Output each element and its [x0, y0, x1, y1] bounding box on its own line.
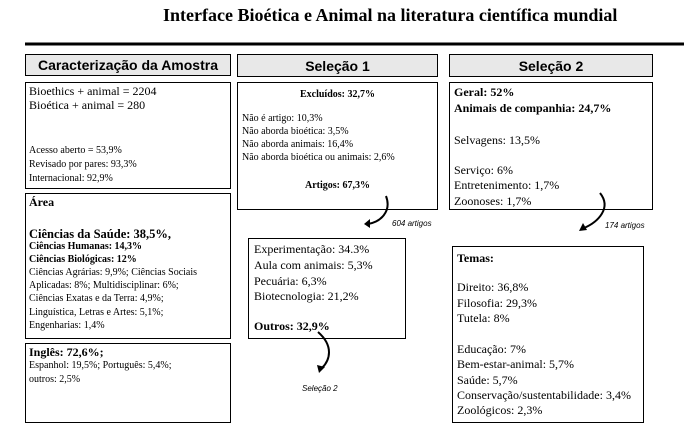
text: Zoológicos: 2,3% — [457, 403, 543, 417]
box — [25, 82, 231, 189]
text: Espanhol: 19,5%; Português: 5,4%; — [29, 360, 172, 371]
title: Interface Bioética e Animal na literatur… — [163, 5, 618, 25]
text: Ciências Biológicas: 12% — [29, 254, 137, 265]
text: Área — [29, 195, 55, 209]
arrow-label: 174 artigos — [605, 221, 645, 230]
text: Não é artigo: 10,3% — [242, 113, 323, 124]
box — [248, 238, 406, 339]
text: Excluídos: 32,7% — [299, 89, 375, 100]
text: Temas: — [457, 251, 494, 265]
text: Artigos: 67,3% — [305, 180, 370, 191]
text: Zoonoses: 1,7% — [454, 194, 532, 208]
text: Inglês: 72,6%; — [29, 345, 104, 359]
text: Experimentação: 34.3% — [254, 242, 370, 256]
text: Geral: 52% — [454, 85, 515, 99]
header: Caracterização da Amostra — [25, 54, 231, 76]
text: Educação: 7% — [457, 342, 526, 356]
text: Não aborda animais: 16,4% — [242, 139, 354, 150]
header: Seleção 1 — [237, 54, 438, 77]
text: Direito: 36,8% — [457, 280, 529, 294]
text: Ciências Agrárias: 9,9%; Ciências Sociai… — [29, 267, 198, 278]
text: Tutela: 8% — [457, 311, 510, 325]
arrow-head — [364, 219, 370, 228]
arrow — [583, 192, 606, 229]
text: Outros: 32,9% — [254, 319, 330, 333]
box — [449, 82, 653, 210]
text: Bioética + animal = 280 — [29, 98, 146, 112]
text: Filosofia: 29,3% — [457, 296, 537, 310]
text: Saúde: 5,7% — [457, 373, 518, 387]
text: Ciências da Saúde: 38,5%, — [29, 227, 172, 241]
text: Selvagens: 13,5% — [454, 133, 540, 147]
text: Não aborda bioética: 3,5% — [242, 126, 349, 137]
text: Pecuária: 6,3% — [254, 274, 327, 288]
text: Bem-estar-animal: 5,7% — [457, 357, 575, 371]
box — [237, 82, 438, 210]
header: Seleção 2 — [449, 54, 653, 77]
text: Acesso aberto = 53,9% — [29, 145, 122, 156]
text: Serviço: 6% — [454, 163, 513, 177]
text: Biotecnologia: 21,2% — [254, 289, 359, 303]
box — [25, 343, 231, 423]
arrow-label: 604 artigos — [392, 219, 432, 228]
text: outros: 2,5% — [29, 374, 81, 385]
text: Animais de companhia: 24,7% — [454, 101, 612, 115]
text: Ciências Exatas e da Terra: 4,9%; — [29, 293, 164, 304]
text: Internacional: 92,9% — [29, 173, 113, 184]
arrow-head — [579, 223, 587, 231]
box — [452, 246, 644, 423]
text: Entretenimento: 1,7% — [454, 178, 560, 192]
text: Aplicadas: 8%; Multidisciplinar: 6%; — [29, 280, 179, 291]
text: Ciências Humanas: 14,3% — [29, 241, 143, 252]
text: Conservação/sustentabilidade: 3,4% — [457, 388, 631, 402]
arrow — [367, 195, 389, 225]
text: Bioethics + animal = 2204 — [29, 84, 157, 98]
text: Não aborda bioética ou animais: 2,6% — [242, 152, 395, 163]
text: Aula com animais: 5,3% — [254, 258, 373, 272]
text: Linguística, Letras e Artes: 5,1%; — [29, 307, 164, 318]
box — [25, 193, 231, 339]
arrow-label: Seleção 2 — [302, 384, 338, 393]
text: Revisado por pares: 93,3% — [29, 159, 137, 170]
arrow — [317, 331, 330, 369]
arrow-head — [317, 365, 325, 373]
text: Engenharias: 1,4% — [29, 320, 105, 331]
